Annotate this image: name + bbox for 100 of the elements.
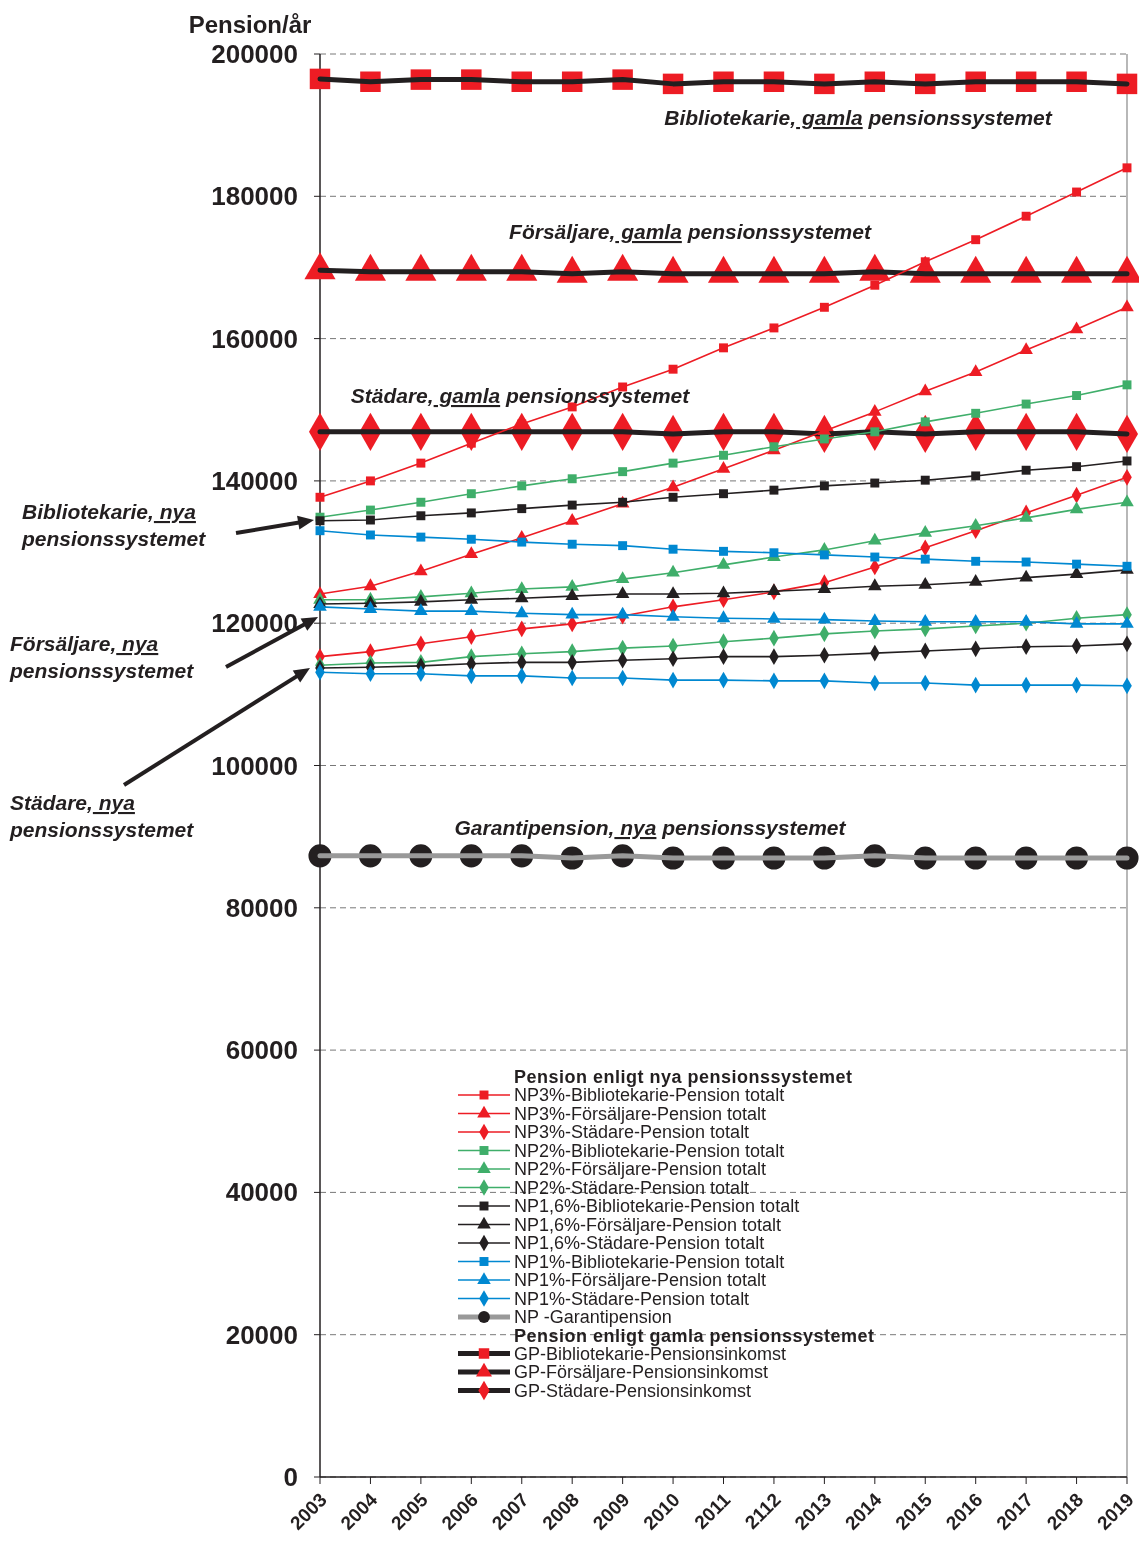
point <box>363 601 378 613</box>
point <box>868 613 882 625</box>
point <box>1021 557 1031 567</box>
point <box>1120 616 1134 628</box>
point <box>363 578 378 591</box>
point <box>817 581 832 593</box>
point <box>416 497 426 507</box>
point <box>668 458 678 468</box>
point <box>968 364 983 376</box>
point <box>615 571 630 584</box>
point <box>719 450 728 460</box>
point <box>315 526 325 536</box>
point <box>464 603 479 616</box>
point <box>365 530 375 540</box>
point <box>666 564 680 577</box>
legend-label: NP3%-Försäljare-Pension totalt <box>514 1103 767 1124</box>
point <box>870 552 880 562</box>
point <box>767 611 781 623</box>
point <box>668 492 678 502</box>
point <box>414 563 428 576</box>
point <box>1069 501 1084 514</box>
point <box>618 541 628 551</box>
point <box>1072 462 1082 472</box>
point <box>716 585 731 598</box>
point <box>819 434 829 444</box>
legend-label: NP3%-Städare-Pension totalt <box>514 1122 750 1142</box>
point <box>565 579 579 591</box>
point <box>719 489 728 499</box>
point <box>666 479 680 492</box>
point <box>416 458 426 468</box>
point <box>466 534 476 544</box>
text: Städare, nya pensionssystemet <box>9 791 195 842</box>
y-axis-title: Pension/år <box>188 11 312 38</box>
point <box>365 515 375 525</box>
legend-label: NP1,6%-Försäljare-Pension totalt <box>514 1214 782 1235</box>
point <box>1069 616 1084 628</box>
point <box>1019 569 1033 582</box>
point <box>567 474 577 484</box>
point <box>414 594 428 606</box>
legend-label: NP1,6%-Bibliotekarie-Pension totalt <box>514 1196 800 1216</box>
point <box>466 489 476 499</box>
point <box>767 583 781 596</box>
point <box>719 546 728 556</box>
y-tick-label: 200000 <box>211 39 298 69</box>
point <box>1072 559 1082 569</box>
point <box>920 417 930 427</box>
point <box>868 578 882 591</box>
legend-label: NP2%-Bibliotekarie-Pension totalt <box>514 1140 785 1161</box>
point <box>567 500 577 510</box>
point <box>565 588 579 601</box>
y-tick-label: 140000 <box>211 465 298 496</box>
point <box>1019 613 1033 626</box>
point <box>918 383 933 396</box>
point <box>365 505 375 515</box>
point <box>668 544 678 554</box>
y-tick-label: 80000 <box>225 892 298 923</box>
point <box>668 364 678 374</box>
point <box>466 508 476 518</box>
legend-label: NP3%-Bibliotekarie-Pension totalt <box>514 1085 785 1105</box>
point <box>817 611 832 624</box>
point <box>918 524 933 537</box>
point <box>968 613 983 626</box>
annotation: Bibliotekarie, gamla pensionssystemet <box>664 106 1053 129</box>
point <box>971 556 981 566</box>
point <box>514 581 529 593</box>
point <box>315 492 325 502</box>
point <box>1021 399 1031 409</box>
point <box>666 586 680 598</box>
legend-label: NP -Garantipension <box>514 1307 672 1327</box>
point <box>565 512 579 525</box>
point <box>416 511 426 521</box>
point <box>1019 342 1033 354</box>
point <box>968 517 983 530</box>
point <box>666 608 680 621</box>
legend-label: NP1%-Bibliotekarie-Pension totalt <box>514 1251 785 1272</box>
point <box>1120 494 1134 507</box>
point <box>971 471 981 481</box>
point <box>868 532 882 545</box>
point <box>1069 321 1084 334</box>
point <box>618 467 628 477</box>
point <box>819 550 829 560</box>
point <box>365 476 375 486</box>
point <box>971 408 981 418</box>
point <box>868 404 882 416</box>
legend-label: NP2%-Försäljare-Pension totalt <box>514 1159 767 1179</box>
point <box>971 235 981 245</box>
point <box>1021 211 1031 221</box>
point <box>819 481 829 491</box>
point <box>1122 163 1132 173</box>
legend-label: NP1,6%-Städare-Pension totalt <box>514 1233 765 1253</box>
legend-label: NP1%-Försäljare-Pension totalt <box>514 1270 767 1290</box>
point <box>1120 299 1134 312</box>
point <box>819 302 829 312</box>
text: Försäljare, nya pensionssystemet <box>9 632 195 683</box>
point <box>517 504 527 514</box>
point <box>918 576 933 589</box>
y-tick-label: 40000 <box>225 1177 298 1208</box>
point <box>1069 566 1084 579</box>
y-tick-label: 160000 <box>211 323 298 354</box>
point <box>920 554 930 564</box>
